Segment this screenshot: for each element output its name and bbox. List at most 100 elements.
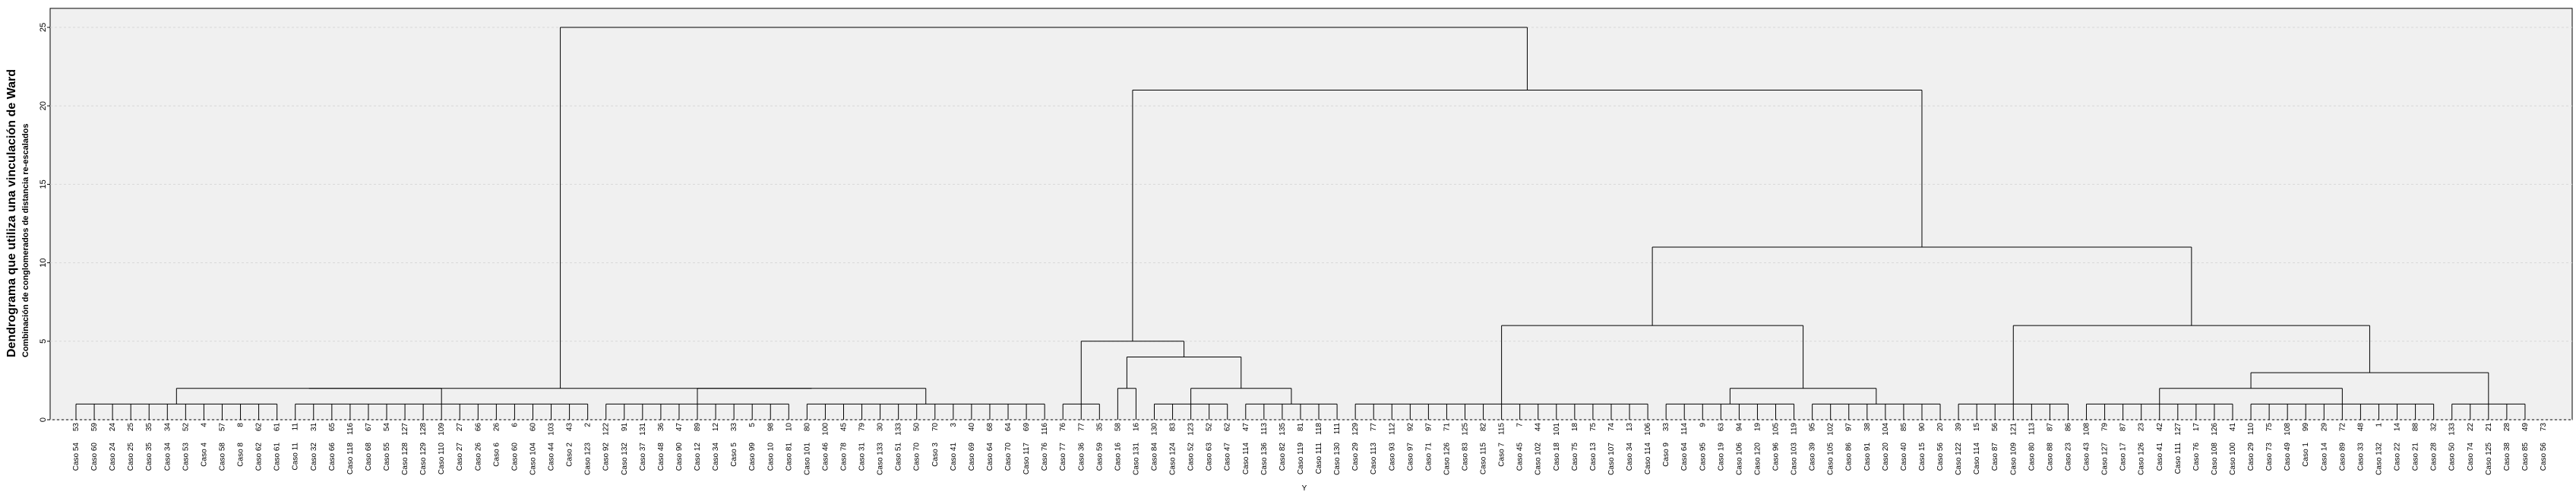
leaf-label: Caso 106	[1735, 443, 1743, 475]
leaf-label: Caso 20	[1882, 443, 1890, 471]
leaf-number: 14	[2394, 423, 2402, 432]
leaf-label: Caso 115	[1480, 443, 1488, 475]
leaf-label: Caso 92	[602, 443, 611, 471]
leaf-number: 17	[2192, 423, 2201, 432]
leaf-label: Caso 82	[1279, 443, 1287, 471]
leaf-label: Caso 111	[1315, 443, 1323, 474]
leaf-number: 74	[1607, 423, 1616, 432]
leaf-number: 54	[383, 423, 391, 432]
chart-title: Dendrograma que utiliza una vinculación …	[5, 69, 18, 357]
leaf-label: Caso 96	[1772, 443, 1781, 471]
leaf-number: 77	[1077, 423, 1086, 432]
leaf-label: Caso 108	[2211, 443, 2219, 475]
leaf-label: Caso 29	[1351, 443, 1360, 471]
leaf-number: 47	[675, 423, 684, 432]
leaf-label: Caso 11	[292, 443, 300, 471]
leaf-label: Caso 127	[2101, 443, 2110, 475]
grid-lines	[50, 27, 2572, 420]
leaf-number: 28	[2503, 423, 2511, 432]
leaf-number: 62	[1224, 423, 1232, 432]
leaf-number: 87	[2119, 423, 2128, 432]
leaf-label: Caso 107	[1607, 443, 1616, 475]
leaf-label: Caso 120	[1753, 443, 1762, 475]
leaf-number: 67	[365, 423, 373, 432]
leaf-label: Caso 35	[145, 443, 153, 471]
leaf-label: Caso 12	[694, 443, 702, 471]
leaf-label: Caso 78	[839, 443, 848, 471]
leaf-label: Caso 90	[675, 443, 684, 471]
leaf-label: Caso 101	[803, 443, 811, 475]
leaf-number: 133	[2448, 423, 2457, 436]
leaf-number: 2	[584, 423, 593, 427]
leaf-label: Caso 105	[1827, 443, 1835, 475]
leaf-number: 129	[1351, 423, 1360, 436]
leaf-number: 30	[877, 423, 885, 432]
leaf-label: Caso 129	[419, 443, 428, 475]
leaf-label: Caso 54	[72, 443, 81, 471]
leaf-label: Caso 114	[1242, 443, 1250, 475]
leaf-number: 4	[200, 423, 208, 427]
leaf-label: Caso 58	[218, 443, 226, 471]
leaf-number: 69	[1022, 423, 1031, 432]
leaf-label: Caso 102	[1535, 443, 1543, 475]
leaf-label: Caso 23	[2064, 443, 2072, 471]
leaf-label: Caso 89	[2338, 443, 2347, 471]
leaf-label: Caso 16	[1114, 443, 1122, 471]
leaf-label: Caso 133	[877, 443, 885, 475]
leaf-label: Caso 75	[1571, 443, 1579, 471]
leaf-number: 45	[839, 423, 848, 432]
leaf-label: Caso 50	[2448, 443, 2457, 471]
leaf-number: 71	[1443, 423, 1451, 432]
leaf-number: 57	[218, 423, 226, 432]
leaf-label: Caso 37	[639, 443, 647, 471]
leaf-label: Caso 55	[383, 443, 391, 471]
leaf-number: 25	[127, 423, 135, 432]
leaf-number: 62	[255, 423, 264, 432]
leaf-number: 13	[1626, 423, 1634, 432]
leaf-label: Caso 71	[1424, 443, 1433, 471]
leaf-label: Caso 15	[1918, 443, 1926, 471]
leaf-label: Caso 123	[584, 443, 593, 475]
leaf-number: 15	[1973, 423, 1981, 432]
leaf-label: Caso 86	[1845, 443, 1854, 471]
leaf-label: Caso 40	[1900, 443, 1908, 471]
leaf-label: Caso 32	[310, 443, 318, 471]
leaf-number: 22	[2467, 423, 2475, 432]
leaf-number: 49	[2521, 423, 2530, 432]
leaf-number: 119	[1791, 423, 1799, 435]
leaf-number: 75	[1589, 423, 1598, 432]
leaf-number: 75	[2265, 423, 2274, 432]
leaf-number: 98	[766, 423, 775, 432]
leaf-label: Caso 7	[1498, 443, 1506, 467]
leaf-number: 81	[1297, 423, 1305, 432]
leaf-number: 7	[1516, 423, 1525, 427]
leaf-label: Caso 63	[1206, 443, 1214, 471]
leaf-label: Caso 126	[2138, 443, 2146, 475]
leaf-label: Caso 10	[766, 443, 775, 471]
leaf-label: Caso 68	[365, 443, 373, 471]
leaf-number: 89	[694, 423, 702, 432]
leaf-label: Caso 83	[1462, 443, 1470, 471]
leaf-number: 92	[1406, 423, 1414, 432]
leaf-label: Caso 1	[2302, 443, 2310, 467]
leaf-number: 105	[1772, 423, 1781, 436]
leaf-number: 8	[237, 423, 245, 427]
leaf-label: Caso 41	[2156, 443, 2164, 471]
leaf-number: 110	[2247, 423, 2255, 435]
leaf-label: Caso 59	[1095, 443, 1104, 471]
leaf-label: Caso 61	[273, 443, 282, 471]
leaf-label: Caso 6	[492, 443, 501, 467]
leaf-label: Caso 136	[1260, 443, 1269, 475]
leaf-number: 52	[1206, 423, 1214, 432]
leaf-label: Caso 132	[621, 443, 629, 475]
leaf-number: 29	[2320, 423, 2328, 432]
leaf-number: 39	[1955, 423, 1963, 432]
leaf-label: Caso 26	[474, 443, 482, 471]
leaf-label: Caso 124	[1169, 443, 1177, 475]
leaf-number: 123	[1187, 423, 1196, 436]
leaf-number: 108	[2284, 423, 2292, 436]
y-tick-label: 20	[39, 101, 48, 110]
leaf-number: 90	[1918, 423, 1926, 432]
leaf-number: 35	[1095, 423, 1104, 432]
